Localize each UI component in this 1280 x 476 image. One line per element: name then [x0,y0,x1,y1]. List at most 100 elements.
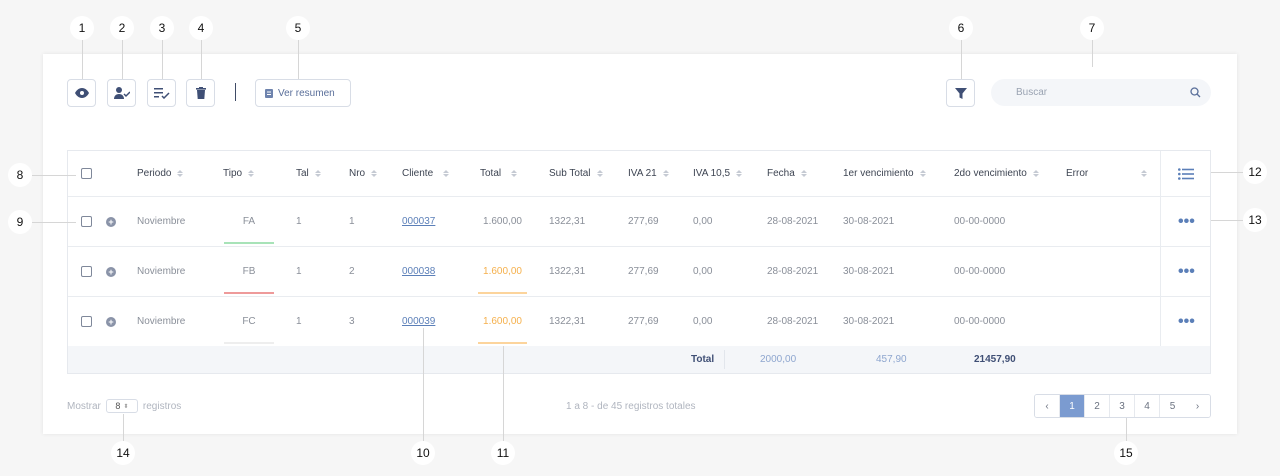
sort-icon [248,170,255,177]
page-button-1[interactable]: 1 [1060,395,1085,417]
toolbar-separator [235,83,236,101]
checklist-button[interactable] [147,79,176,107]
ver-resumen-label: Ver resumen [278,87,335,99]
cell-sub-total: 1322,31 [549,216,586,227]
col-1er-vencimiento[interactable]: 1er vencimiento [843,151,926,196]
trash-icon [195,87,206,99]
callout-14: 14 [111,441,135,465]
callout-4: 4 [189,16,213,40]
totals-label: Total [691,354,715,365]
row-actions-button[interactable]: ••• [1178,197,1195,246]
col-2do-vencimiento[interactable]: 2do vencimiento [954,151,1039,196]
cell-fecha: 28-08-2021 [767,266,819,277]
row-checkbox[interactable] [81,216,92,227]
filter-button[interactable] [946,79,975,107]
cell-sub-total: 1322,31 [549,266,586,277]
page-button-2[interactable]: 2 [1085,395,1110,417]
col-periodo[interactable]: Periodo [137,151,184,196]
sort-icon [596,170,603,177]
list-check-icon [153,88,170,99]
search-input[interactable] [1016,87,1166,98]
callout-8: 8 [8,163,32,187]
sort-icon [1141,170,1148,177]
table-row[interactable]: + Noviembre FC 1 3 000039 1.600,00 1322,… [68,297,1210,347]
page-size-select[interactable]: 8 ⬍ [105,399,138,413]
sort-icon [443,170,450,177]
cell-total: 1.600,00 [478,247,527,296]
col-total[interactable]: Total [480,151,518,196]
cell-tipo: FC [242,316,256,327]
page-button-3[interactable]: 3 [1110,395,1135,417]
ver-resumen-button[interactable]: Ver resumen [255,79,351,107]
page-button-5[interactable]: 5 [1160,395,1185,417]
callout-1: 1 [70,16,94,40]
sort-icon [511,170,518,177]
totals-row: Total 2000,00 457,90 21457,90 [68,346,1210,373]
row-checkbox[interactable] [81,266,92,277]
callout-11: 11 [491,441,515,465]
cell-cliente-link[interactable]: 000037 [402,216,436,227]
search-icon[interactable] [1190,87,1201,98]
expand-row-icon[interactable]: + [106,216,116,227]
cell-tipo: FA [242,216,256,227]
col-nro[interactable]: Nro [349,151,378,196]
column-list-icon[interactable] [1178,167,1194,180]
delete-button[interactable] [186,79,215,107]
tipo-underline [224,292,274,294]
table-row[interactable]: + Noviembre FA 1 1 000037 1.600,00 1322,… [68,197,1210,247]
cell-periodo: Noviembre [137,216,186,227]
mostrar-label: Mostrar [67,400,101,412]
callout-12: 12 [1243,160,1267,184]
cell-cliente-link[interactable]: 000039 [402,316,436,327]
cell-tal: 1 [296,266,302,277]
eye-icon [74,88,89,98]
col-tal[interactable]: Tal [296,151,321,196]
sort-icon [919,170,926,177]
table-row[interactable]: + Noviembre FB 1 2 000038 1.600,00 1322,… [68,247,1210,297]
page-button-4[interactable]: 4 [1135,395,1160,417]
cell-iva105: 0,00 [693,316,713,327]
next-page-button[interactable]: › [1185,395,1210,417]
col-error[interactable]: Error [1066,151,1148,196]
cell-iva21: 277,69 [628,216,659,227]
sort-icon [314,170,321,177]
filter-icon [954,88,967,99]
col-cliente[interactable]: Cliente [402,151,450,196]
more-dots-icon: ••• [1178,312,1195,330]
callout-6: 6 [949,16,973,40]
records-summary: 1 a 8 - de 45 registros totales [566,401,696,412]
tipo-underline [224,342,274,344]
sort-icon [371,170,378,177]
expand-row-icon[interactable]: + [106,266,116,277]
cell-periodo: Noviembre [137,316,186,327]
col-tipo[interactable]: Tipo [223,151,255,196]
col-sub-total[interactable]: Sub Total [549,151,603,196]
view-button[interactable] [67,79,96,107]
cell-nro: 3 [349,316,355,327]
prev-page-button[interactable]: ‹ [1035,395,1060,417]
cell-tal: 1 [296,316,302,327]
expand-row-icon[interactable]: + [106,316,116,327]
cell-fecha: 28-08-2021 [767,316,819,327]
cell-2do-vencimiento: 00-00-0000 [954,266,1006,277]
sort-icon [1032,170,1039,177]
cell-nro: 2 [349,266,355,277]
col-iva105[interactable]: IVA 10,5 [693,151,743,196]
callout-3: 3 [150,16,174,40]
select-all-checkbox[interactable] [81,168,92,179]
cell-tipo: FB [242,266,256,277]
row-actions-button[interactable]: ••• [1178,297,1195,346]
callout-10: 10 [411,441,435,465]
chevron-right-icon: › [1195,400,1200,412]
row-checkbox[interactable] [81,316,92,327]
assign-user-button[interactable] [107,79,136,107]
user-check-icon [113,87,130,99]
cell-cliente-link[interactable]: 000038 [402,266,436,277]
registros-label: registros [142,400,182,412]
row-actions-button[interactable]: ••• [1178,247,1195,296]
col-iva21[interactable]: IVA 21 [628,151,669,196]
col-fecha[interactable]: Fecha [767,151,807,196]
search-box [991,79,1211,106]
document-icon [265,88,273,98]
